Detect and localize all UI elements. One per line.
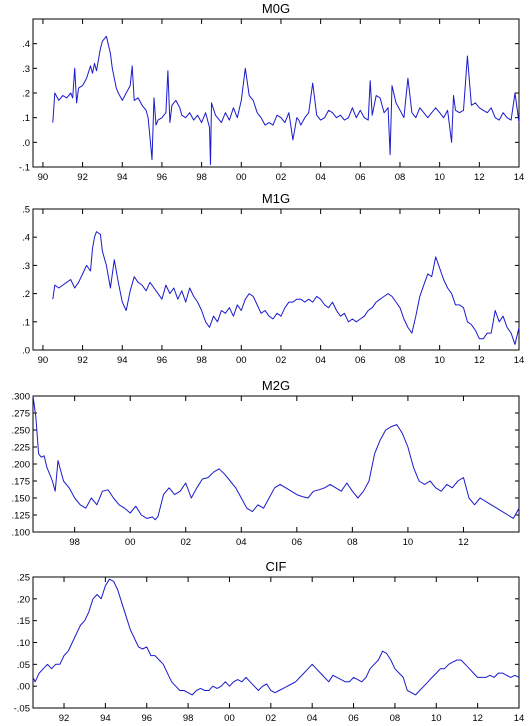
plot-frame	[32, 208, 520, 351]
y-tick-label: .1	[22, 317, 30, 328]
x-tick-label: 14	[514, 355, 525, 366]
y-tick-label: .15	[17, 616, 30, 627]
y-tick-label: .0	[22, 138, 30, 149]
y-tick-label: .20	[17, 594, 30, 605]
x-tick-label: 04	[236, 537, 247, 548]
panel-m1g: M1G .0 .1 .2 .3 .4 .5 90 92 94 96 98 00 02 04 06 08 10 12 1…	[22, 191, 524, 366]
x-tick-label: 00	[125, 537, 136, 548]
series-line-m0g	[52, 35, 520, 165]
y-tick-label: .5	[22, 205, 30, 216]
y-tick-label: .200	[12, 460, 31, 471]
x-tick-label: 98	[196, 172, 207, 183]
y-tick-label: .300	[12, 392, 31, 403]
x-tick-label: 04	[307, 713, 318, 721]
y-tick-label: .05	[17, 660, 30, 671]
y-tick-label: .4	[22, 39, 30, 50]
y-tick-label: .1	[22, 113, 30, 124]
x-tick-label: 02	[276, 355, 287, 366]
series-line-m1g	[52, 231, 520, 345]
panel-cif: CIF -.05 .00 .05 .10 .15 .20 .25 92 94 96 98 00 02 04 0…	[14, 559, 525, 724]
x-tick-label: 98	[183, 713, 194, 721]
x-tick-label: 12	[474, 172, 485, 183]
x-tick-label: 02	[276, 172, 287, 183]
y-tick-label: .100	[12, 528, 31, 539]
y-tick-label: .3	[22, 64, 30, 75]
x-tick-label: 08	[390, 713, 401, 721]
series-line-cif	[32, 578, 520, 696]
y-tick-label: .4	[22, 233, 30, 244]
y-tick-label: .175	[12, 477, 31, 488]
x-tick-label: 94	[117, 355, 128, 366]
y-tick-label: .3	[22, 261, 30, 272]
x-tick-label: 96	[157, 355, 168, 366]
x-tick-label: 92	[77, 355, 88, 366]
x-tick-label: 12	[474, 355, 485, 366]
x-tick-label: 14	[514, 713, 525, 721]
y-tick-label: .250	[12, 426, 31, 437]
x-tick-label: 92	[77, 172, 88, 183]
x-tick-label: 98	[196, 355, 207, 366]
y-tick-label: .00	[17, 682, 30, 693]
x-tick-label: 90	[38, 355, 49, 366]
panel-title: CIF	[266, 559, 287, 574]
y-tick-label: .225	[12, 443, 31, 454]
x-tick-label: 02	[266, 713, 277, 721]
x-tick-label: 00	[236, 355, 247, 366]
x-tick-label: 94	[100, 713, 111, 721]
x-tick-label: 02	[180, 537, 191, 548]
panel-m0g: M0G -.1 .0 .1 .2 .3 .4 90 92 94 96 98 00 02 04 06 08 10 12…	[19, 1, 524, 183]
x-tick-label: 10	[403, 537, 414, 548]
panel-title: M2G	[262, 378, 290, 393]
panel-title: M1G	[262, 191, 290, 206]
x-tick-label: 96	[141, 713, 152, 721]
x-tick-label: 06	[355, 355, 366, 366]
x-tick-label: 08	[347, 537, 358, 548]
x-tick-label: 04	[315, 172, 326, 183]
y-tick-label: .150	[12, 494, 31, 505]
x-tick-label: 12	[458, 537, 469, 548]
x-tick-label: 04	[315, 355, 326, 366]
x-tick-label: 06	[355, 172, 366, 183]
series-line-m2g	[32, 395, 520, 521]
x-tick-label: 96	[157, 172, 168, 183]
x-tick-label: 10	[431, 713, 442, 721]
panel-m2g: M2G .100 .125 .150 .175 .200 .225 .250 .275 .300 9…	[12, 378, 520, 548]
x-tick-label: 98	[69, 537, 80, 548]
y-tick-label: .275	[12, 409, 31, 420]
y-tick-label: .2	[22, 289, 30, 300]
y-tick-label: -.1	[19, 163, 30, 174]
x-tick-label: 08	[395, 355, 406, 366]
y-tick-label: -.05	[14, 704, 30, 715]
y-tick-label: .125	[12, 511, 31, 522]
panel-title: M0G	[262, 1, 290, 16]
x-tick-label: 12	[472, 713, 483, 721]
x-tick-label: 06	[292, 537, 303, 548]
y-tick-label: .25	[17, 573, 30, 584]
x-tick-label: 90	[38, 172, 49, 183]
y-tick-label: .2	[22, 89, 30, 100]
x-tick-label: 00	[224, 713, 235, 721]
x-tick-label: 92	[59, 713, 70, 721]
x-tick-label: 94	[117, 172, 128, 183]
x-tick-label: 06	[348, 713, 359, 721]
x-tick-label: 00	[236, 172, 247, 183]
y-tick-label: .10	[17, 638, 30, 649]
y-tick-label: .0	[22, 346, 30, 357]
x-tick-label: 10	[434, 172, 445, 183]
x-tick-label: 10	[434, 355, 445, 366]
x-tick-label: 14	[514, 172, 525, 183]
x-tick-label: 08	[395, 172, 406, 183]
